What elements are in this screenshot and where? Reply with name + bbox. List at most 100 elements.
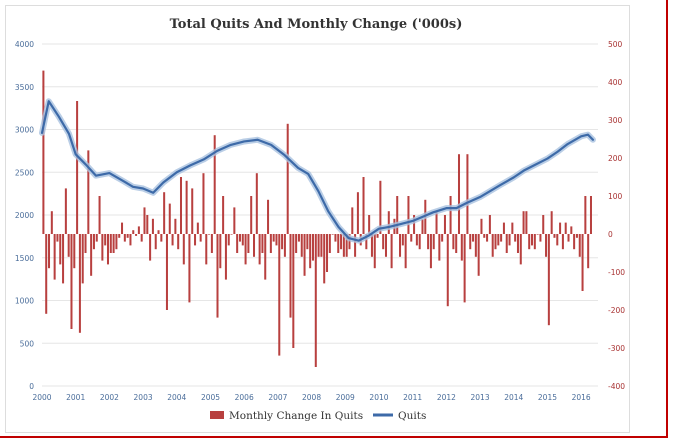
bar — [109, 234, 112, 253]
y-left-tick-label: 1000 — [15, 297, 34, 306]
y-left-tick-label: 4000 — [15, 40, 34, 49]
bar — [188, 234, 191, 303]
bar — [205, 234, 208, 265]
bar — [233, 207, 236, 234]
y-left-tick-label: 1500 — [15, 254, 34, 263]
bar — [224, 234, 227, 280]
bar — [42, 70, 45, 234]
x-tick-label: 2002 — [100, 393, 119, 402]
bar — [362, 177, 365, 234]
bar — [508, 234, 511, 246]
bar — [522, 211, 525, 234]
bar — [253, 234, 256, 257]
bar — [455, 234, 458, 253]
legend-label-bars: Monthly Change In Quits — [229, 410, 363, 422]
bar — [474, 234, 477, 257]
bar — [354, 234, 357, 257]
bar — [104, 234, 107, 246]
x-tick-label: 2012 — [437, 393, 456, 402]
bar — [452, 234, 455, 250]
bar — [469, 234, 472, 250]
bar — [306, 234, 309, 250]
bar — [337, 234, 340, 253]
bar — [250, 196, 253, 234]
bar — [289, 234, 292, 318]
y-axis-right-ticks: -400 -300 -200 -100 0 100 200 300 400 500 — [608, 40, 625, 391]
bar — [213, 135, 216, 234]
bar — [208, 234, 211, 235]
bar — [90, 234, 93, 276]
bar — [275, 234, 278, 246]
bar — [292, 234, 295, 348]
x-tick-label: 2000 — [32, 393, 51, 402]
bar — [477, 234, 480, 276]
bar — [219, 234, 222, 269]
bar — [556, 234, 559, 246]
bar — [553, 234, 556, 238]
bar — [342, 234, 345, 257]
bar — [488, 215, 491, 234]
bar — [581, 234, 584, 291]
x-tick-label: 2005 — [201, 393, 220, 402]
bar — [267, 199, 270, 234]
bar — [157, 230, 160, 234]
x-tick-label: 2014 — [504, 393, 523, 402]
bar — [247, 234, 250, 253]
bar — [427, 234, 430, 250]
bar — [70, 234, 73, 329]
bar — [53, 234, 56, 280]
y-right-tick-label: 400 — [608, 78, 623, 87]
x-tick-label: 2010 — [369, 393, 388, 402]
line-series-quits — [39, 98, 596, 244]
y-right-tick-label: -400 — [608, 382, 625, 391]
bar — [314, 234, 317, 367]
bar — [261, 234, 264, 253]
bar — [573, 234, 576, 250]
bar — [140, 234, 143, 242]
bar — [92, 234, 95, 250]
bar — [194, 234, 197, 246]
bar — [376, 234, 379, 238]
bar — [135, 234, 138, 236]
x-tick-label: 2007 — [268, 393, 287, 402]
bar — [303, 234, 306, 276]
bar — [370, 234, 373, 257]
bar — [311, 234, 314, 261]
bar — [413, 215, 416, 234]
y-right-tick-label: 0 — [608, 230, 613, 239]
bar — [222, 196, 225, 234]
bar — [112, 234, 115, 253]
bar — [457, 154, 461, 234]
chart-title: Total Quits And Monthly Change ('000s) — [170, 17, 463, 32]
y-right-tick-label: 200 — [608, 154, 623, 163]
x-tick-label: 2015 — [538, 393, 557, 402]
quits-line — [40, 100, 595, 242]
bar — [45, 234, 48, 314]
bar — [542, 215, 545, 234]
bar — [309, 234, 312, 269]
y-left-tick-label: 0 — [29, 382, 34, 391]
bar — [497, 234, 500, 246]
bar — [199, 234, 202, 242]
bar — [575, 234, 578, 238]
bar — [502, 222, 505, 234]
bar — [59, 234, 62, 265]
bar — [561, 234, 564, 250]
bar — [356, 192, 359, 234]
outer-frame — [0, 0, 668, 438]
bar — [281, 234, 284, 250]
bar — [174, 218, 177, 234]
x-tick-label: 2004 — [167, 393, 186, 402]
bar — [106, 234, 109, 265]
bar — [297, 234, 300, 242]
bar — [118, 234, 121, 238]
y-left-tick-label: 3500 — [15, 83, 34, 92]
bar — [418, 234, 421, 250]
x-tick-label: 2001 — [66, 393, 85, 402]
x-tick-label: 2011 — [403, 393, 422, 402]
bar — [340, 234, 343, 250]
y-right-tick-label: -300 — [608, 344, 625, 353]
bar — [514, 234, 517, 242]
bar — [511, 222, 514, 234]
bar — [494, 234, 497, 250]
